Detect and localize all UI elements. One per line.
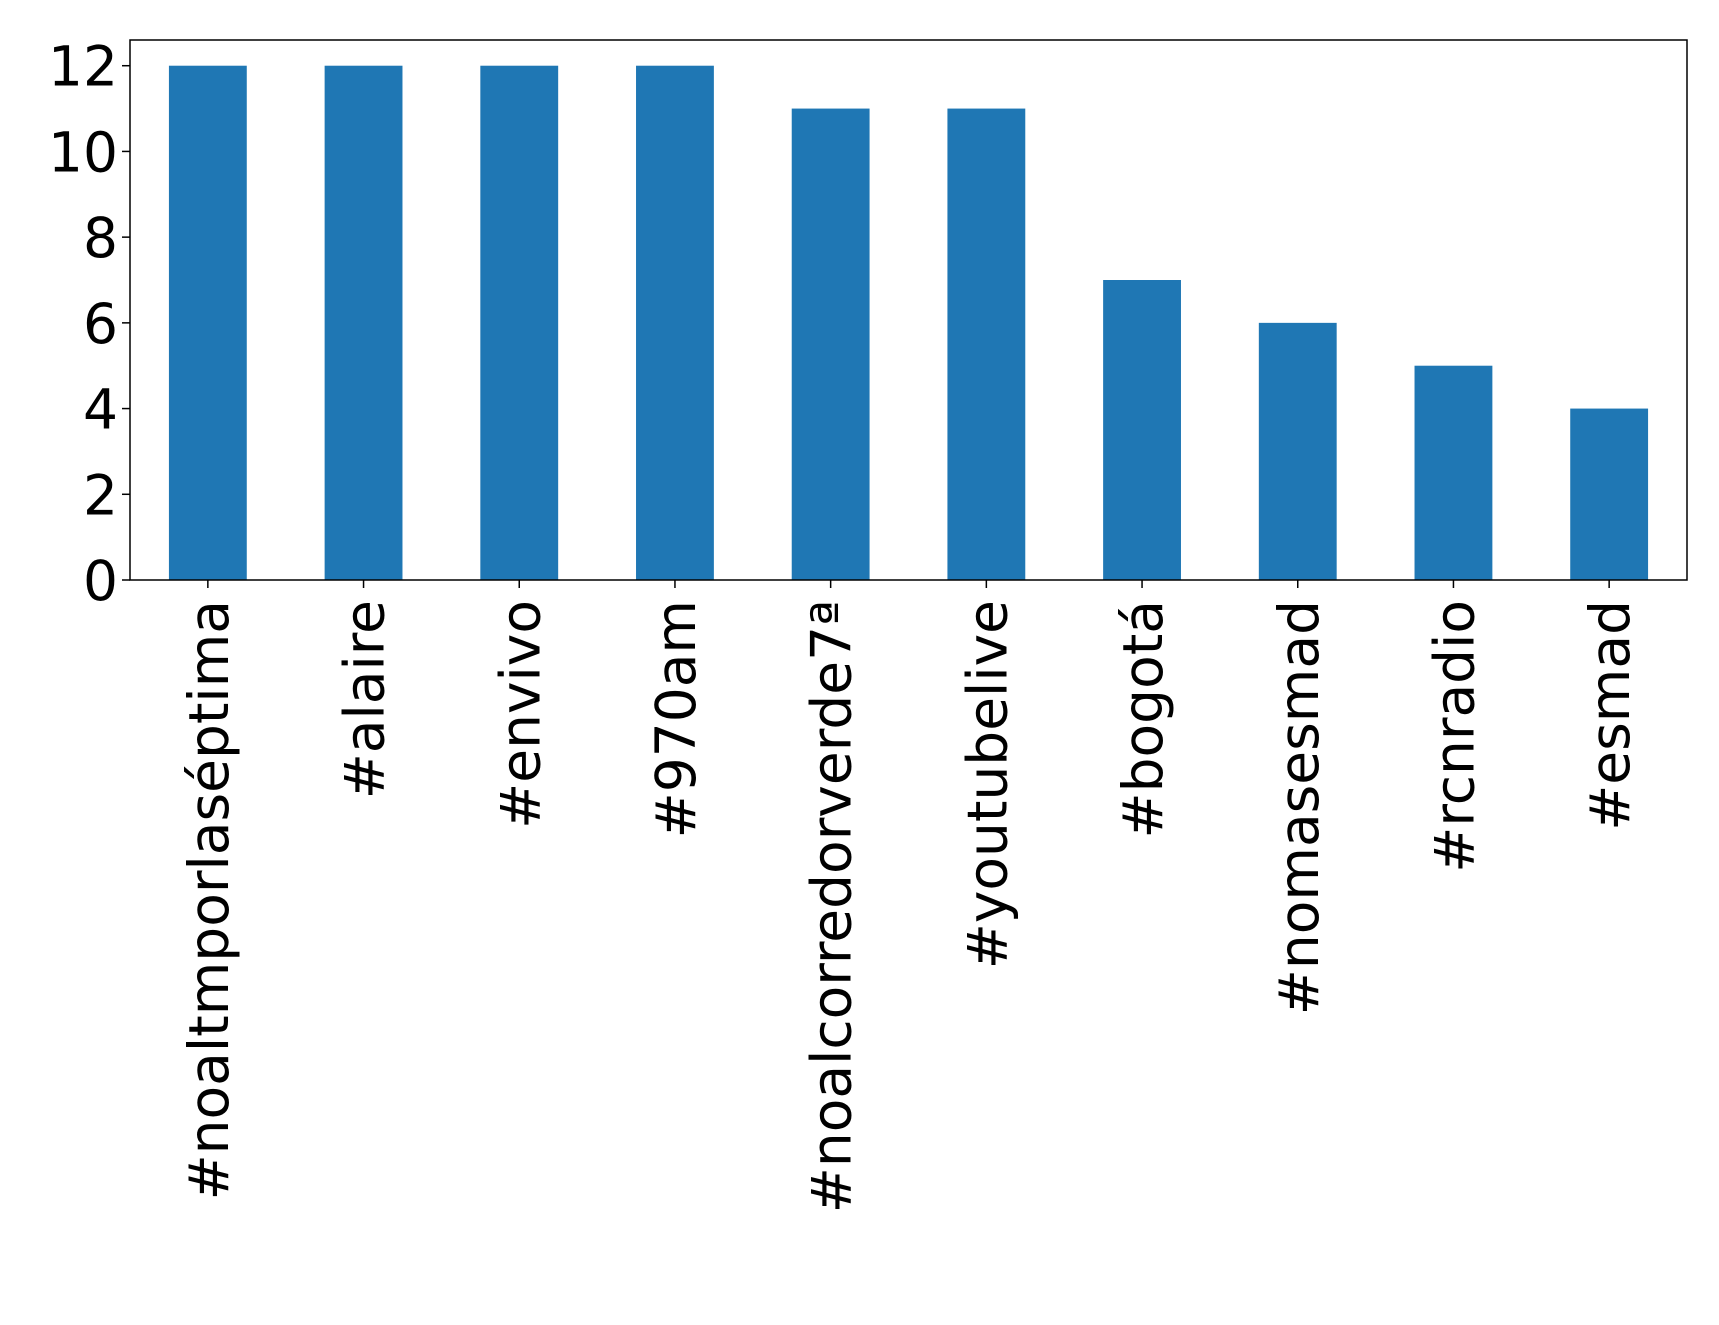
y-tick-label: 10 xyxy=(48,120,118,184)
bar xyxy=(1103,280,1181,580)
y-tick-label: 8 xyxy=(83,206,118,270)
bar xyxy=(1258,322,1337,580)
x-tick-label: #bogotá xyxy=(1111,600,1175,838)
x-tick-label: #nomasesmad xyxy=(1267,600,1331,1015)
y-tick-label: 4 xyxy=(83,378,118,442)
bar xyxy=(791,108,870,581)
bar xyxy=(1570,408,1649,580)
bar xyxy=(636,65,714,580)
x-tick-label: #rcnradio xyxy=(1422,600,1486,873)
x-tick-label: #970am xyxy=(644,600,708,838)
x-tick-label: #noalcorredorverde7ª xyxy=(800,600,864,1213)
x-tick-label: #esmad xyxy=(1578,600,1642,831)
y-tick-label: 6 xyxy=(83,292,118,356)
x-tick-label: #alaire xyxy=(333,600,397,799)
bar xyxy=(324,65,403,580)
bar xyxy=(168,65,247,580)
y-tick-label: 12 xyxy=(48,35,118,99)
y-tick-label: 0 xyxy=(83,549,118,613)
y-tick-label: 2 xyxy=(83,463,118,527)
bar xyxy=(480,65,559,580)
plot-frame xyxy=(129,39,1688,581)
x-tick-label: #youtubelive xyxy=(955,600,1019,969)
x-tick-label: #envivo xyxy=(488,600,552,829)
x-tick-label: #noaltmporlaséptima xyxy=(177,600,241,1200)
bar xyxy=(947,108,1026,581)
bar xyxy=(1414,365,1493,580)
